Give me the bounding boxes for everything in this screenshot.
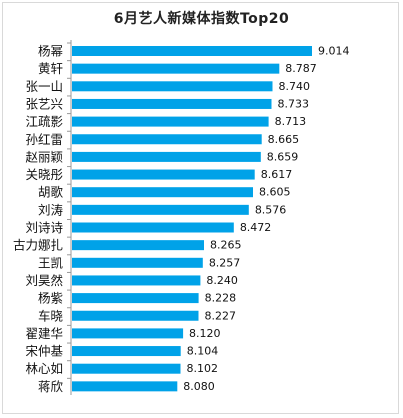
value-label: 8.257: [209, 256, 241, 269]
value-label: 8.104: [187, 345, 219, 358]
bar-11: [72, 222, 234, 233]
bar-14: [72, 275, 201, 286]
bar-7: [72, 151, 261, 162]
category-label: 胡歌: [38, 185, 64, 200]
value-label: 8.733: [277, 97, 309, 110]
category-label: 赵丽颖: [25, 149, 63, 164]
value-label: 8.265: [210, 239, 242, 252]
bar-2: [72, 63, 280, 74]
category-label: 林心如: [25, 361, 63, 376]
value-label: 8.102: [186, 362, 218, 375]
value-label: 8.787: [285, 62, 317, 75]
value-label: 8.240: [206, 274, 238, 287]
category-label: 江疏影: [25, 114, 63, 129]
value-label: 8.740: [278, 80, 310, 93]
value-label: 8.227: [204, 309, 236, 322]
value-label: 8.472: [240, 221, 271, 234]
category-label: 蒋欣: [38, 379, 64, 394]
category-label: 王凯: [38, 255, 64, 270]
value-label: 8.659: [267, 150, 299, 163]
value-label: 8.617: [261, 168, 293, 181]
bar-19: [72, 363, 181, 374]
category-label: 关晓彤: [25, 167, 63, 182]
value-label: 8.080: [183, 380, 215, 393]
bar-17: [72, 328, 184, 339]
value-label: 8.228: [205, 292, 237, 305]
bar-9: [72, 187, 253, 198]
bar-18: [72, 346, 181, 357]
value-label: 8.605: [259, 186, 291, 199]
chart-title: 6月艺人新媒体指数Top20: [113, 11, 290, 27]
category-label: 杨幂: [38, 44, 63, 59]
category-label: 车晓: [38, 308, 64, 323]
category-label: 刘涛: [38, 202, 63, 217]
bar-4: [72, 98, 272, 109]
value-label: 8.713: [275, 115, 307, 128]
category-label: 杨紫: [38, 291, 63, 306]
category-label: 张艺兴: [25, 96, 63, 111]
category-label: 刘昊然: [25, 273, 63, 288]
bar-20: [72, 381, 178, 392]
category-label: 张一山: [25, 79, 63, 94]
category-label: 黄轩: [38, 61, 63, 76]
bar-12: [72, 240, 204, 251]
value-label: 9.014: [318, 45, 350, 58]
bar-13: [72, 257, 203, 268]
category-label: 宋仲基: [25, 344, 63, 359]
bar-15: [72, 293, 199, 304]
category-label: 古力娜扎: [13, 238, 63, 253]
category-label: 翟建华: [25, 326, 63, 341]
value-label: 8.576: [255, 203, 286, 216]
bar-1: [72, 46, 312, 56]
bar-16: [72, 310, 199, 321]
value-label: 8.120: [189, 327, 221, 340]
category-label: 刘诗诗: [25, 220, 63, 235]
value-label: 8.665: [268, 133, 300, 146]
bar-5: [72, 116, 269, 127]
bar-8: [72, 169, 255, 180]
bar-3: [72, 81, 273, 92]
bar-10: [72, 204, 249, 215]
category-label: 孙红雷: [25, 132, 63, 147]
bar-6: [72, 134, 262, 145]
